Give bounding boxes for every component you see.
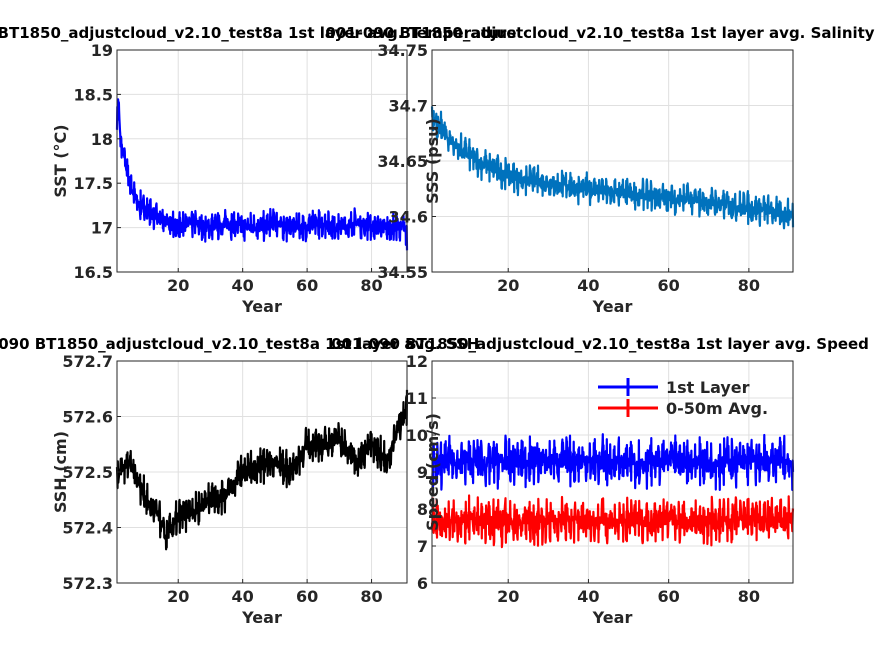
y-tick-label: 572.7 xyxy=(62,352,113,371)
y-tick-label: 572.6 xyxy=(62,408,113,427)
x-tick-label: 40 xyxy=(577,276,599,295)
y-tick-label: 17.5 xyxy=(74,174,113,193)
series-line-1 xyxy=(431,433,795,491)
series-line-2 xyxy=(430,494,795,549)
x-tick-label: 40 xyxy=(232,587,254,606)
y-tick-label: 17 xyxy=(91,219,113,238)
y-tick-label: 34.65 xyxy=(377,152,428,171)
x-tick-label: 80 xyxy=(738,276,760,295)
chart-panel-4: 20 40 60 80 6 7 8 9 10 11 12 Year Speed (cm/s) 001-09… xyxy=(331,335,869,627)
x-tick-label: 80 xyxy=(360,587,382,606)
x-tick-label: 20 xyxy=(167,587,189,606)
x-axis-label: Year xyxy=(592,297,633,316)
y-tick-label: 34.55 xyxy=(377,263,428,282)
axes-box xyxy=(116,49,408,273)
y-axis-label: SSS (psu) xyxy=(423,118,442,204)
series-line-1 xyxy=(115,98,409,251)
y-tick-label: 16.5 xyxy=(74,263,113,282)
y-tick-label: 572.3 xyxy=(62,574,113,593)
y-tick-label: 18 xyxy=(91,130,113,149)
y-tick-label: 34.6 xyxy=(389,208,428,227)
x-tick-label: 80 xyxy=(738,587,760,606)
chart-title: 001-090 BT1850_adjustcloud_v2.10_test8a … xyxy=(325,24,874,42)
x-tick-label: 20 xyxy=(497,587,519,606)
y-tick-label: 9 xyxy=(417,463,428,482)
y-tick-label: 11 xyxy=(406,389,428,408)
y-axis-label: SSH (cm) xyxy=(51,431,70,513)
x-tick-label: 60 xyxy=(658,587,680,606)
y-tick-label: 6 xyxy=(417,574,428,593)
x-axis-label: Year xyxy=(241,297,282,316)
legend-label: 0-50m Avg. xyxy=(666,399,768,418)
y-axis-label: SST (°C) xyxy=(51,124,70,197)
x-tick-label: 80 xyxy=(360,276,382,295)
chart-title: 001-090 BT1850_adjustcloud_v2.10_test8a … xyxy=(0,24,517,42)
y-tick-label: 10 xyxy=(406,426,428,445)
x-tick-label: 60 xyxy=(658,276,680,295)
y-tick-label: 12 xyxy=(406,352,428,371)
y-tick-label: 18.5 xyxy=(74,85,113,104)
x-tick-label: 60 xyxy=(296,587,318,606)
x-tick-label: 20 xyxy=(497,276,519,295)
legend-label: 1st Layer xyxy=(666,378,750,397)
y-tick-label: 34.75 xyxy=(377,41,428,60)
y-tick-label: 8 xyxy=(417,500,428,519)
chart-title: 001-090 BT1850_adjustcloud_v2.10_test8a … xyxy=(0,335,479,353)
plot-area xyxy=(117,50,407,272)
x-axis-label: Year xyxy=(592,608,633,627)
x-tick-label: 20 xyxy=(167,276,189,295)
y-axis-label: Speed (cm/s) xyxy=(423,413,442,531)
chart-title: 001-090 BT1850_adjustcloud_v2.10_test8a … xyxy=(331,335,869,353)
x-tick-label: 40 xyxy=(577,587,599,606)
chart-panel-1: 20 40 60 80 16.5 17 17.5 18 18.5 19 Year SST (°C) 00… xyxy=(0,24,517,316)
y-tick-label: 19 xyxy=(91,41,113,60)
x-tick-label: 40 xyxy=(232,276,254,295)
legend: 1st Layer 0-50m Avg. xyxy=(598,378,768,418)
y-tick-label: 7 xyxy=(417,537,428,556)
y-tick-label: 572.4 xyxy=(62,519,113,538)
x-tick-label: 60 xyxy=(296,276,318,295)
y-tick-label: 34.7 xyxy=(389,97,428,116)
series-line-1 xyxy=(115,389,409,551)
x-axis-label: Year xyxy=(241,608,282,627)
y-tick-label: 572.5 xyxy=(62,463,113,482)
chart-panel-3: 20 40 60 80 572.3 572.4 572.5 572.6 572.7 Year SSH… xyxy=(0,335,479,627)
series-line-1 xyxy=(430,106,795,230)
